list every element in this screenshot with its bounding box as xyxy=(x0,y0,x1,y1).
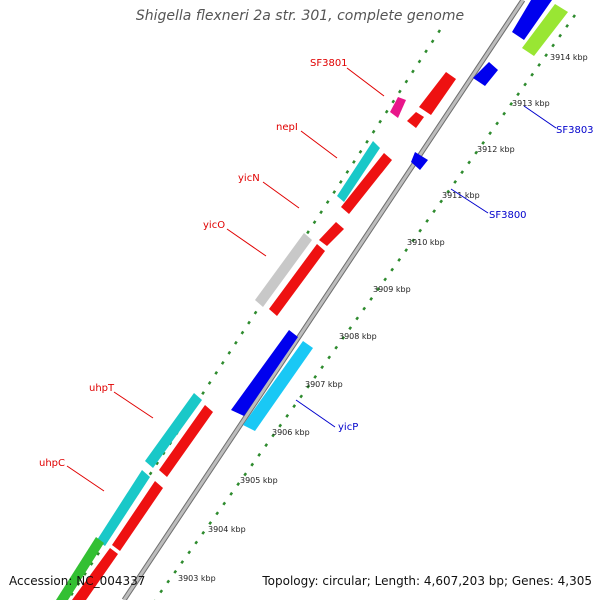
leader-sf3801 xyxy=(346,67,385,97)
gene-red-3[interactable] xyxy=(341,153,392,214)
kbp-label-3906: 3906 kbp xyxy=(272,428,310,437)
kbp-label-3914: 3914 kbp xyxy=(550,53,588,62)
gene-label-yico[interactable]: yicO xyxy=(203,220,225,231)
gene-uhpt-cyan[interactable] xyxy=(145,393,202,468)
kbp-label-3913: 3913 kbp xyxy=(512,99,550,108)
gene-label-uhpt[interactable]: uhpT xyxy=(89,383,115,394)
gene-label-sf3801[interactable]: SF3801 xyxy=(310,58,348,69)
accession-text: Accession: NC_004337 xyxy=(9,574,146,588)
gene-sf3800[interactable] xyxy=(411,152,428,170)
inner-tick-row xyxy=(153,14,577,600)
gene-yico-grey[interactable] xyxy=(255,233,312,307)
gene-label-nepi[interactable]: nepI xyxy=(276,122,298,133)
gene-top-right-blue[interactable] xyxy=(512,0,552,40)
topology-text: Topology: circular; Length: 4,607,203 bp… xyxy=(262,574,592,588)
leader-yicp xyxy=(295,399,336,428)
kbp-label-3905: 3905 kbp xyxy=(240,476,278,485)
gene-red-7[interactable] xyxy=(112,481,163,551)
kbp-label-3908: 3908 kbp xyxy=(339,332,377,341)
kbp-label-3910: 3910 kbp xyxy=(407,238,445,247)
leader-sf3800 xyxy=(450,188,489,214)
kbp-label-3904: 3904 kbp xyxy=(208,525,246,534)
kbp-label-3909: 3909 kbp xyxy=(373,285,411,294)
gene-top-right-green[interactable] xyxy=(522,4,568,56)
gene-label-sf3800[interactable]: SF3800 xyxy=(489,210,527,221)
gene-red-8[interactable] xyxy=(72,548,118,600)
backbone-line xyxy=(122,0,525,600)
gene-label-yicp[interactable]: yicP xyxy=(338,422,358,433)
gene-nepi-cyan[interactable] xyxy=(337,141,380,202)
leader-yicn xyxy=(262,181,300,209)
leader-uhpc xyxy=(66,465,105,492)
gene-red-2[interactable] xyxy=(407,112,424,128)
gene-label-uhpc[interactable]: uhpC xyxy=(39,458,65,469)
gene-yicp[interactable] xyxy=(243,341,313,431)
gene-uhpc-cyan[interactable] xyxy=(97,470,150,546)
gene-green-bottom[interactable] xyxy=(56,537,104,600)
leader-sf3803 xyxy=(523,105,557,129)
gene-red-6[interactable] xyxy=(159,405,213,477)
leader-yico xyxy=(226,228,267,257)
leader-uhpt xyxy=(113,391,154,419)
gene-red-5[interactable] xyxy=(269,244,325,316)
kbp-label-3903: 3903 kbp xyxy=(178,574,216,583)
gene-sf3803[interactable] xyxy=(473,62,498,86)
gene-blue-large[interactable] xyxy=(231,330,298,416)
gene-label-yicn[interactable]: yicN xyxy=(238,173,260,184)
leader-nepi xyxy=(300,130,338,159)
gene-label-sf3803[interactable]: SF3803 xyxy=(556,125,594,136)
map-title: Shigella flexneri 2a str. 301, complete … xyxy=(135,8,465,24)
kbp-label-3907: 3907 kbp xyxy=(305,380,343,389)
gene-red-4[interactable] xyxy=(319,222,344,246)
gene-sf3801[interactable] xyxy=(390,97,406,118)
gene-red-1[interactable] xyxy=(419,72,456,115)
kbp-label-3912: 3912 kbp xyxy=(477,145,515,154)
